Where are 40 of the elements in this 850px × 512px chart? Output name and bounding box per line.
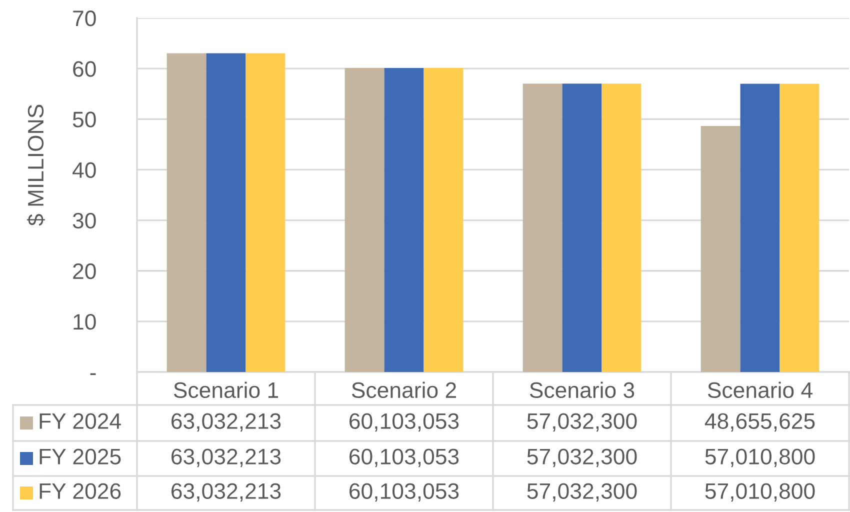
bar [424, 68, 464, 372]
text: 63,032,213 [172, 483, 281, 502]
text: 63,032,213 [172, 448, 281, 468]
text: 57,032,300 [527, 483, 637, 502]
text: 57,032,300 [527, 448, 637, 468]
legend-label: FY 2025 [40, 448, 121, 464]
text: 60,103,053 [350, 413, 459, 432]
bar [602, 84, 642, 372]
bar [206, 53, 246, 372]
bar [562, 84, 602, 372]
y-tick-label: 60 [73, 61, 96, 77]
text: 60,103,053 [350, 448, 459, 468]
bar [246, 53, 286, 372]
bar [384, 68, 424, 372]
y-tick-label: 20 [73, 263, 96, 280]
bar [166, 53, 206, 372]
y-tick-label: - [90, 373, 96, 376]
x-tick-label: Scenario 1 [174, 382, 278, 398]
bar [522, 84, 562, 372]
x-tick-label: Scenario 3 [530, 382, 634, 398]
y-tick-label: 40 [72, 162, 96, 178]
text: 57,032,300 [527, 413, 637, 432]
text: 60,103,053 [350, 483, 459, 502]
bar [740, 84, 780, 372]
y-tick-label: 70 [73, 10, 96, 26]
legend-label: FY 2024 [40, 413, 121, 429]
bar [780, 84, 820, 372]
text: 48,655,625 [704, 413, 815, 432]
y-axis-title: $ MILLIONS [26, 104, 45, 226]
legend-label: FY 2026 [40, 483, 121, 499]
bar [344, 68, 384, 372]
x-tick-label: Scenario 4 [708, 382, 812, 398]
bar [700, 126, 740, 372]
text: 63,032,213 [172, 413, 281, 432]
y-tick-label: 50 [72, 112, 96, 128]
y-tick-label: 10 [74, 314, 96, 330]
x-tick-label: Scenario 2 [352, 382, 456, 398]
text: 57,010,800 [705, 483, 815, 502]
text: 57,010,800 [705, 448, 815, 468]
y-tick-label: 30 [72, 212, 96, 229]
